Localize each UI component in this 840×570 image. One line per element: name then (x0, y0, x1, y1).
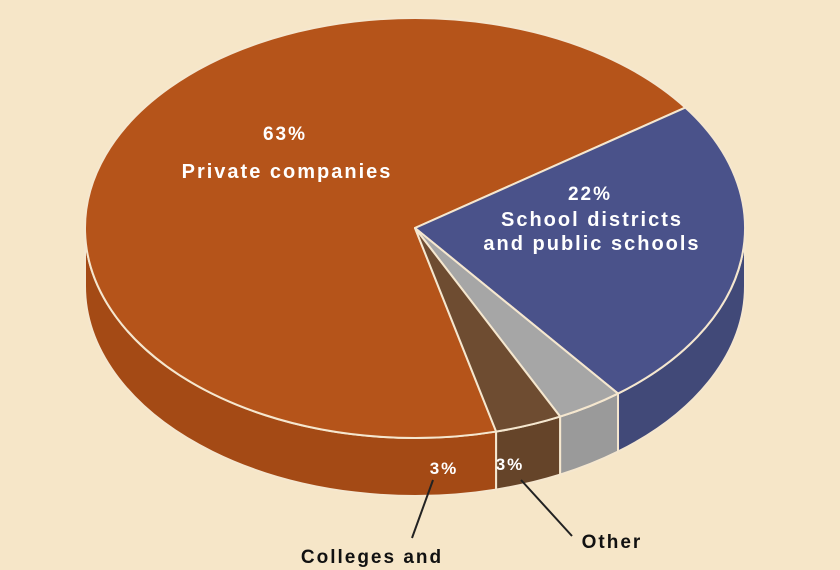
slice-private-companies (84, 17, 687, 439)
other-organizations-value: 3% (496, 455, 525, 474)
colleges-leader-line (411, 479, 434, 539)
colleges-label: Colleges and (301, 547, 443, 568)
school-districts-label-line2: and public schools (483, 233, 700, 255)
colleges-value: 3% (430, 459, 459, 478)
school-districts-value: 22% (568, 184, 612, 205)
slice-colleges (414, 227, 562, 433)
other-organizations-leader-line (520, 479, 573, 537)
other-organizations-label-line1: Other (582, 532, 643, 553)
school-districts-label-line1: School districts (501, 209, 683, 231)
private-companies-label: Private companies (182, 161, 393, 183)
private-companies-value: 63% (263, 124, 307, 145)
slice-school-districts (414, 106, 746, 395)
